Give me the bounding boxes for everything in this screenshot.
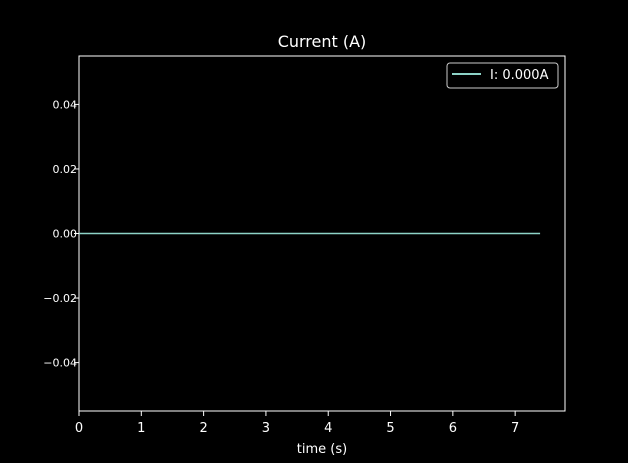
y-tick-label: −0.04: [43, 357, 77, 370]
x-tick-label: 4: [324, 421, 332, 436]
x-axis-label: time (s): [297, 442, 347, 457]
legend: I: 0.000A: [446, 62, 559, 89]
x-tick-label: 3: [262, 421, 270, 436]
x-tick-label: 2: [199, 421, 207, 436]
x-tick-label: 6: [449, 421, 457, 436]
y-tick-label: 0.04: [53, 98, 78, 111]
x-tick-label: 1: [137, 421, 145, 436]
x-axis: 0 1 2 3 4 5 6 7: [75, 411, 519, 436]
chart-title: Current (A): [278, 32, 367, 51]
y-tick-label: 0.00: [53, 228, 78, 241]
y-tick-label: −0.02: [43, 292, 77, 305]
legend-label: I: 0.000A: [490, 68, 549, 83]
legend-box: [446, 62, 559, 89]
y-tick-label: 0.02: [53, 163, 78, 176]
x-tick-label: 0: [75, 421, 83, 436]
y-axis: 0.04 0.02 0.00 −0.02 −0.04: [43, 98, 79, 370]
x-tick-label: 7: [511, 421, 519, 436]
x-tick-label: 5: [386, 421, 394, 436]
